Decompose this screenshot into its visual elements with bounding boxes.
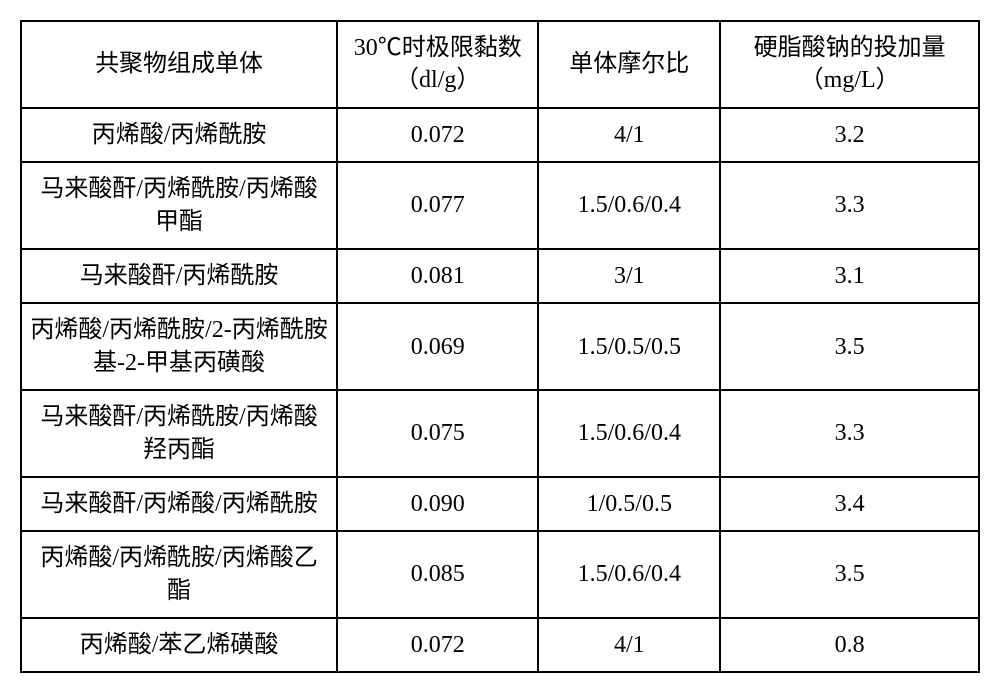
table-row: 丙烯酸/苯乙烯磺酸 0.072 4/1 0.8: [21, 618, 979, 672]
table-row: 马来酸酐/丙烯酰胺 0.081 3/1 3.1: [21, 249, 979, 303]
table-row: 丙烯酸/丙烯酰胺/丙烯酸乙酯 0.085 1.5/0.6/0.4 3.5: [21, 531, 979, 618]
cell-monomer: 丙烯酸/丙烯酰胺: [21, 108, 337, 162]
cell-dosage: 0.8: [720, 618, 979, 672]
cell-monomer: 马来酸酐/丙烯酰胺/丙烯酸甲酯: [21, 162, 337, 249]
cell-monomer: 丙烯酸/苯乙烯磺酸: [21, 618, 337, 672]
cell-ratio: 1/0.5/0.5: [538, 477, 720, 531]
cell-viscosity: 0.081: [337, 249, 538, 303]
cell-ratio: 1.5/0.6/0.4: [538, 162, 720, 249]
cell-monomer: 马来酸酐/丙烯酰胺/丙烯酸羟丙酯: [21, 390, 337, 477]
data-table-wrapper: 共聚物组成单体 30℃时极限黏数（dl/g） 单体摩尔比 硬脂酸钠的投加量（mg…: [20, 20, 980, 673]
table-row: 丙烯酸/丙烯酰胺 0.072 4/1 3.2: [21, 108, 979, 162]
cell-viscosity: 0.069: [337, 303, 538, 390]
cell-viscosity: 0.072: [337, 108, 538, 162]
cell-viscosity: 0.075: [337, 390, 538, 477]
cell-monomer: 马来酸酐/丙烯酸/丙烯酰胺: [21, 477, 337, 531]
copolymer-data-table: 共聚物组成单体 30℃时极限黏数（dl/g） 单体摩尔比 硬脂酸钠的投加量（mg…: [20, 20, 980, 673]
cell-ratio: 1.5/0.5/0.5: [538, 303, 720, 390]
col-header-dosage: 硬脂酸钠的投加量（mg/L）: [720, 21, 979, 108]
cell-viscosity: 0.077: [337, 162, 538, 249]
cell-ratio: 4/1: [538, 108, 720, 162]
table-row: 马来酸酐/丙烯酸/丙烯酰胺 0.090 1/0.5/0.5 3.4: [21, 477, 979, 531]
cell-ratio: 3/1: [538, 249, 720, 303]
cell-dosage: 3.4: [720, 477, 979, 531]
col-header-ratio: 单体摩尔比: [538, 21, 720, 108]
cell-ratio: 1.5/0.6/0.4: [538, 531, 720, 618]
cell-ratio: 1.5/0.6/0.4: [538, 390, 720, 477]
table-row: 马来酸酐/丙烯酰胺/丙烯酸羟丙酯 0.075 1.5/0.6/0.4 3.3: [21, 390, 979, 477]
cell-dosage: 3.3: [720, 162, 979, 249]
cell-monomer: 丙烯酸/丙烯酰胺/丙烯酸乙酯: [21, 531, 337, 618]
cell-monomer: 马来酸酐/丙烯酰胺: [21, 249, 337, 303]
cell-viscosity: 0.090: [337, 477, 538, 531]
cell-dosage: 3.5: [720, 303, 979, 390]
cell-dosage: 3.3: [720, 390, 979, 477]
col-header-monomer: 共聚物组成单体: [21, 21, 337, 108]
cell-viscosity: 0.085: [337, 531, 538, 618]
table-header-row: 共聚物组成单体 30℃时极限黏数（dl/g） 单体摩尔比 硬脂酸钠的投加量（mg…: [21, 21, 979, 108]
cell-viscosity: 0.072: [337, 618, 538, 672]
cell-dosage: 3.5: [720, 531, 979, 618]
cell-dosage: 3.1: [720, 249, 979, 303]
table-row: 丙烯酸/丙烯酰胺/2-丙烯酰胺基-2-甲基丙磺酸 0.069 1.5/0.5/0…: [21, 303, 979, 390]
cell-ratio: 4/1: [538, 618, 720, 672]
table-row: 马来酸酐/丙烯酰胺/丙烯酸甲酯 0.077 1.5/0.6/0.4 3.3: [21, 162, 979, 249]
cell-dosage: 3.2: [720, 108, 979, 162]
cell-monomer: 丙烯酸/丙烯酰胺/2-丙烯酰胺基-2-甲基丙磺酸: [21, 303, 337, 390]
col-header-viscosity: 30℃时极限黏数（dl/g）: [337, 21, 538, 108]
